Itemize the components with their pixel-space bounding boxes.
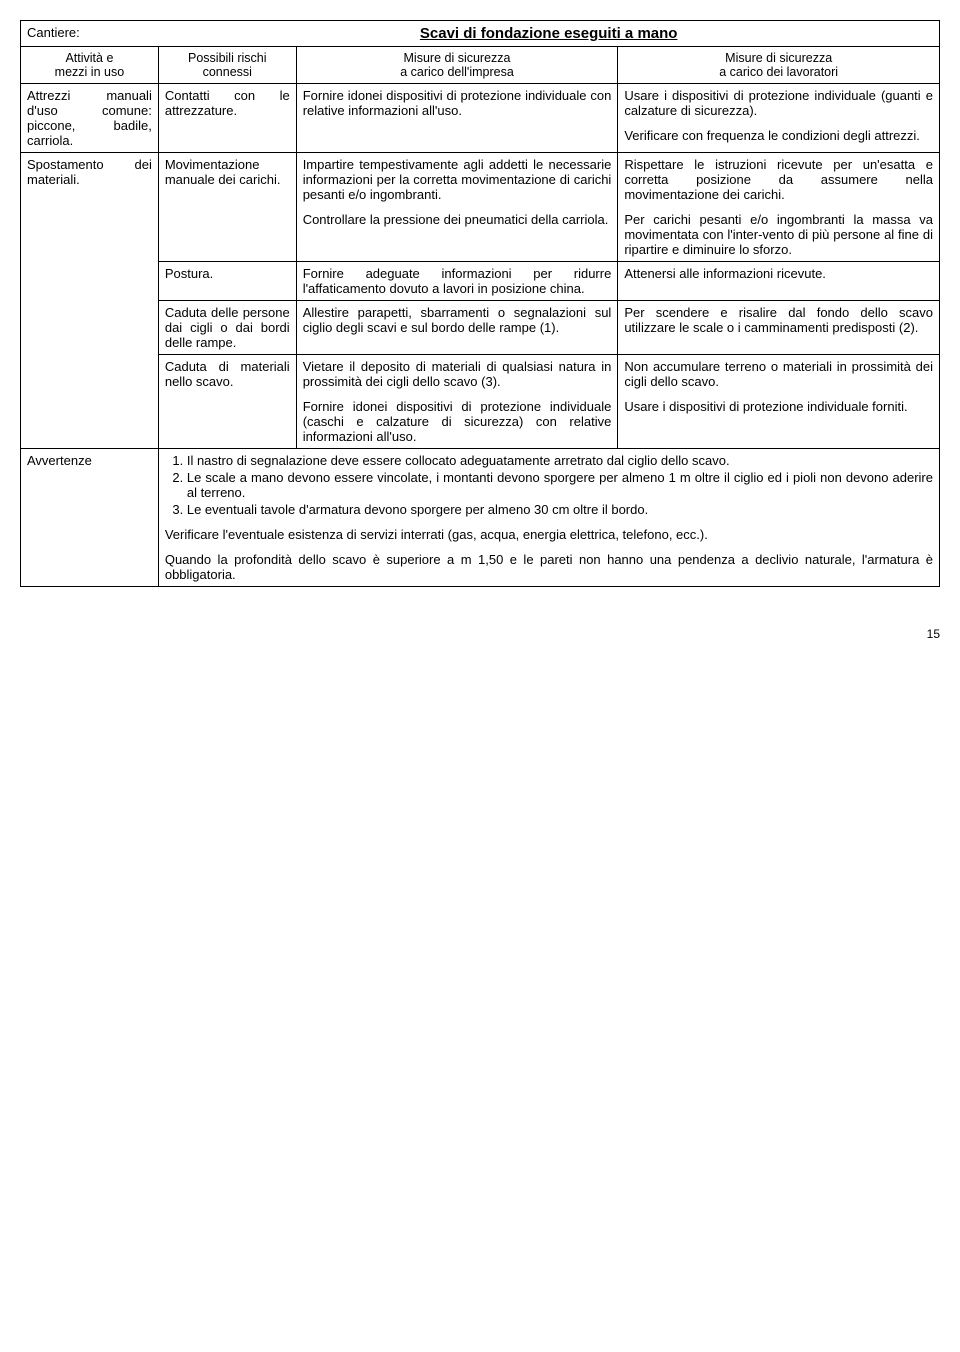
document-title: Scavi di fondazione eseguiti a mano	[158, 21, 939, 47]
avvertenze-content: Il nastro di segnalazione deve essere co…	[158, 449, 939, 587]
header-text: Possibili rischi	[188, 51, 267, 65]
cell-risks: Contatti con le attrezzature.	[158, 84, 296, 153]
para: Verificare con frequenza le condizioni d…	[624, 128, 933, 143]
header-text: a carico dei lavoratori	[719, 65, 838, 79]
cell-risks: Caduta delle persone dai cigli o dai bor…	[158, 301, 296, 355]
para: Usare i dispositivi di protezione indivi…	[624, 399, 933, 414]
list-item: Il nastro di segnalazione deve essere co…	[187, 453, 933, 468]
cell-risks: Postura.	[158, 262, 296, 301]
avvertenze-row: Avvertenze Il nastro di segnalazione dev…	[21, 449, 940, 587]
cell-activity: Attrezzi manuali d'uso comune: piccone, …	[21, 84, 159, 153]
para: Usare i dispositivi di protezione indivi…	[624, 88, 933, 118]
header-text: Misure di sicurezza	[404, 51, 511, 65]
header-row: Attività e mezzi in uso Possibili rischi…	[21, 47, 940, 84]
page-number: 15	[20, 627, 940, 641]
table-row: Attrezzi manuali d'uso comune: piccone, …	[21, 84, 940, 153]
cell-worker-measures: Per scendere e risalire dal fondo dello …	[618, 301, 940, 355]
para: Fornire idonei dispositivi di protezione…	[303, 399, 612, 444]
cell-company-measures: Fornire idonei dispositivi di protezione…	[296, 84, 618, 153]
cell-risks: Caduta di materiali nello scavo.	[158, 355, 296, 449]
cell-company-measures: Vietare il deposito di materiali di qual…	[296, 355, 618, 449]
cantiere-label: Cantiere:	[21, 21, 159, 47]
cell-company-measures: Allestire parapetti, sbarramenti o segna…	[296, 301, 618, 355]
avvertenze-list: Il nastro di segnalazione deve essere co…	[165, 453, 933, 517]
cell-worker-measures: Non accumulare terreno o materiali in pr…	[618, 355, 940, 449]
para: Controllare la pressione dei pneumatici …	[303, 212, 612, 227]
header-text: mezzi in uso	[55, 65, 124, 79]
cell-risks: Movimentazione manuale dei carichi.	[158, 153, 296, 262]
para: Quando la profondità dello scavo è super…	[165, 552, 933, 582]
cell-worker-measures: Rispettare le istruzioni ricevute per un…	[618, 153, 940, 262]
avvertenze-label: Avvertenze	[21, 449, 159, 587]
cell-company-measures: Impartire tempestivamente agli addetti l…	[296, 153, 618, 262]
para: Vietare il deposito di materiali di qual…	[303, 359, 612, 389]
list-item: Le eventuali tavole d'armatura devono sp…	[187, 502, 933, 517]
para: Non accumulare terreno o materiali in pr…	[624, 359, 933, 389]
cell-worker-measures: Attenersi alle informazioni ricevute.	[618, 262, 940, 301]
table-row: Caduta di materiali nello scavo. Vietare…	[21, 355, 940, 449]
cell-worker-measures: Usare i dispositivi di protezione indivi…	[618, 84, 940, 153]
para: Impartire tempestivamente agli addetti l…	[303, 157, 612, 202]
list-item: Le scale a mano devono essere vincolate,…	[187, 470, 933, 500]
main-table: Cantiere: Scavi di fondazione eseguiti a…	[20, 20, 940, 587]
header-col1: Possibili rischi connessi	[158, 47, 296, 84]
table-row: Spostamento dei materiali. Movimentazion…	[21, 153, 940, 262]
para: Per carichi pesanti e/o ingombranti la m…	[624, 212, 933, 257]
header-col3: Misure di sicurezza a carico dei lavorat…	[618, 47, 940, 84]
para: Verificare l'eventuale esistenza di serv…	[165, 527, 933, 542]
header-text: a carico dell'impresa	[400, 65, 514, 79]
header-text: Attività e	[65, 51, 113, 65]
header-col0: Attività e mezzi in uso	[21, 47, 159, 84]
header-text: Misure di sicurezza	[725, 51, 832, 65]
cell-activity: Spostamento dei materiali.	[21, 153, 159, 449]
table-row: Postura. Fornire adeguate informazioni p…	[21, 262, 940, 301]
header-text: connessi	[203, 65, 252, 79]
header-col2: Misure di sicurezza a carico dell'impres…	[296, 47, 618, 84]
table-row: Caduta delle persone dai cigli o dai bor…	[21, 301, 940, 355]
para: Rispettare le istruzioni ricevute per un…	[624, 157, 933, 202]
cell-company-measures: Fornire adeguate informazioni per ridurr…	[296, 262, 618, 301]
